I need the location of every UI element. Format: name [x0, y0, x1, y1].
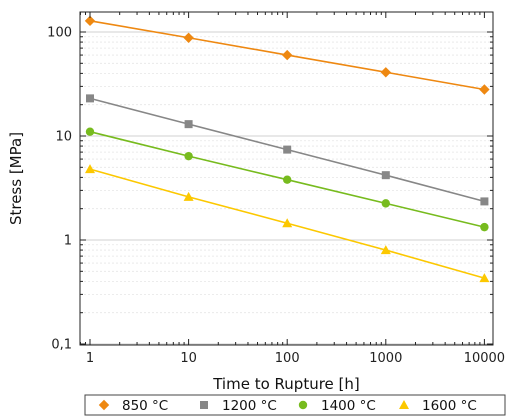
data-point	[84, 15, 96, 27]
data-point	[85, 127, 95, 136]
data-point	[86, 94, 94, 103]
data-point	[283, 145, 292, 154]
legend-marker	[98, 399, 110, 411]
grid-lines	[80, 31, 493, 345]
y-tick-label: 0,1	[51, 338, 72, 353]
data-point	[183, 191, 194, 201]
data-point	[380, 67, 391, 78]
data-point	[479, 273, 490, 283]
y-tick-label: 10	[55, 130, 72, 145]
data-point	[381, 171, 390, 180]
data-point	[282, 218, 293, 228]
y-tick-label: 100	[47, 26, 72, 41]
x-axis-tick-labels: 1 10 100 1000 10000	[86, 351, 505, 366]
data-point	[184, 120, 193, 129]
data-point	[85, 164, 95, 174]
legend-item: 1200 °C	[200, 398, 277, 414]
x-tick-label: 1000	[369, 351, 402, 366]
x-tick-label: 100	[275, 351, 300, 366]
legend: 850 °C 1200 °C 1400 °C 1600 °C	[84, 394, 506, 416]
legend-item: 1600 °C	[399, 398, 477, 414]
plot-area-frame	[79, 11, 494, 346]
y-axis-title: Stress [MPa]	[7, 132, 25, 225]
x-tick-label: 1	[86, 351, 94, 366]
x-tick-label: 10	[180, 351, 197, 366]
legend-label: 1400 °C	[321, 398, 376, 414]
legend-marker	[399, 400, 409, 409]
data-point	[381, 199, 390, 208]
legend-item: 1400 °C	[298, 398, 376, 414]
legend-label: 850 °C	[122, 398, 168, 414]
legend-box	[84, 394, 506, 416]
x-tick-label: 10000	[464, 351, 505, 366]
legend-marker	[200, 401, 208, 409]
data-point	[282, 49, 293, 61]
data-point	[480, 197, 489, 206]
series-markers	[84, 15, 490, 283]
data-point	[380, 245, 391, 255]
y-tick-label: 1	[64, 234, 72, 249]
data-point	[184, 151, 193, 161]
y-axis-tick-labels: 0,1 1 10 100	[47, 26, 72, 353]
legend-marker	[298, 400, 308, 410]
legend-item: 850 °C	[98, 398, 168, 414]
data-point	[183, 32, 194, 43]
data-point	[283, 175, 292, 184]
legend-label: 1200 °C	[222, 398, 277, 414]
data-point	[480, 222, 489, 232]
data-point	[479, 84, 490, 95]
axis-ticks	[79, 12, 493, 345]
x-axis-title: Time to Rupture [h]	[212, 375, 360, 393]
legend-label: 1600 °C	[422, 398, 477, 414]
